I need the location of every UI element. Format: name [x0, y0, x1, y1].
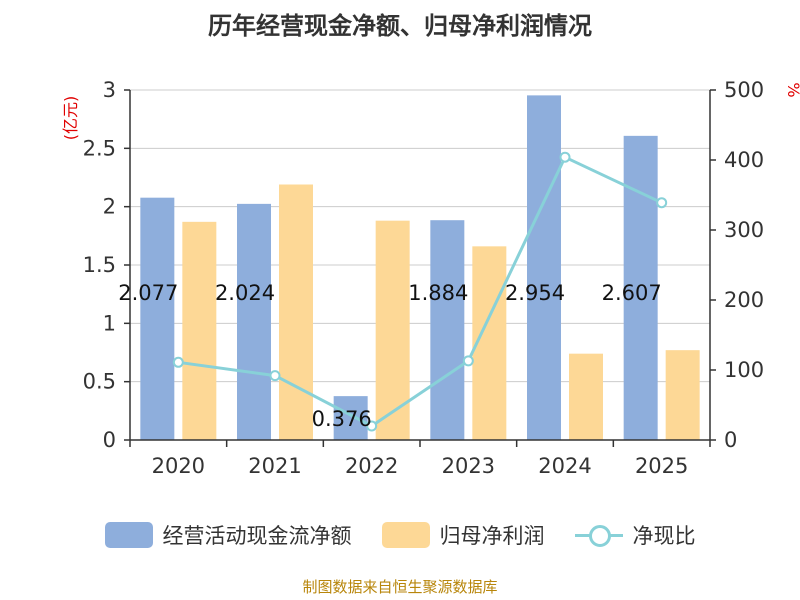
- data-label: 2.607: [602, 281, 662, 305]
- legend-label-profit: 归母净利润: [439, 524, 545, 548]
- point-ratio: [559, 151, 571, 163]
- point-ratio: [656, 197, 668, 209]
- legend: 经营活动现金流净额 归母净利润 净现比: [0, 515, 800, 555]
- data-label: 2.954: [505, 281, 565, 305]
- left-tick-label: 0: [103, 428, 116, 452]
- bar-profit: [279, 184, 313, 440]
- data-label: 0.376: [312, 407, 372, 431]
- legend-swatch-cashflow: [104, 522, 153, 548]
- x-tick-label: 2020: [152, 454, 205, 478]
- point-ratio: [172, 356, 184, 368]
- point-ratio: [462, 355, 474, 367]
- x-tick-label: 2021: [248, 454, 301, 478]
- legend-swatch-ratio: [574, 522, 623, 548]
- left-tick-label: 2: [103, 195, 116, 219]
- legend-item-ratio[interactable]: 净现比: [574, 520, 696, 550]
- left-tick-label: 2.5: [83, 136, 116, 160]
- right-tick-label: 400: [724, 148, 764, 172]
- bar-profit: [665, 350, 700, 440]
- legend-swatch-profit: [381, 522, 430, 548]
- legend-label-ratio: 净现比: [632, 524, 696, 548]
- right-tick-label: 100: [724, 358, 764, 382]
- bar-profit: [182, 221, 217, 440]
- right-tick-label: 300: [724, 218, 764, 242]
- point-ratio: [366, 420, 378, 432]
- data-label: 1.884: [408, 281, 468, 305]
- line-ratio: [178, 155, 663, 428]
- left-tick-label: 1.5: [83, 253, 116, 277]
- x-tick-label: 2022: [345, 454, 398, 478]
- left-tick-label: 3: [103, 78, 116, 102]
- left-axis-label: (亿元): [61, 96, 80, 141]
- left-tick-label: 0.5: [83, 370, 116, 394]
- x-tick-label: 2024: [538, 454, 591, 478]
- bar-cashflow: [237, 203, 271, 440]
- data-label: 2.077: [118, 281, 178, 305]
- right-tick-label: 500: [724, 78, 764, 102]
- data-source: 制图数据来自恒生聚源数据库: [302, 578, 498, 596]
- legend-item-profit[interactable]: 归母净利润: [381, 520, 545, 550]
- legend-label-cashflow: 经营活动现金流净额: [162, 524, 352, 548]
- left-tick-label: 1: [103, 311, 116, 335]
- chart-title: 历年经营现金净额、归母净利润情况: [208, 12, 592, 40]
- right-axis-label: %: [784, 82, 800, 97]
- bar-cashflow: [527, 95, 561, 440]
- point-ratio: [269, 370, 281, 382]
- x-tick-label: 2025: [635, 454, 688, 478]
- right-tick-label: 0: [724, 428, 737, 452]
- bar-profit: [375, 220, 410, 440]
- data-label: 2.024: [215, 281, 275, 305]
- bar-cashflow: [140, 197, 175, 440]
- right-tick-label: 200: [724, 288, 764, 312]
- bar-cashflow: [430, 220, 465, 440]
- x-tick-label: 2023: [442, 454, 495, 478]
- bar-cashflow: [333, 396, 368, 440]
- bar-profit: [569, 353, 603, 440]
- legend-item-cashflow[interactable]: 经营活动现金流净额: [104, 520, 352, 550]
